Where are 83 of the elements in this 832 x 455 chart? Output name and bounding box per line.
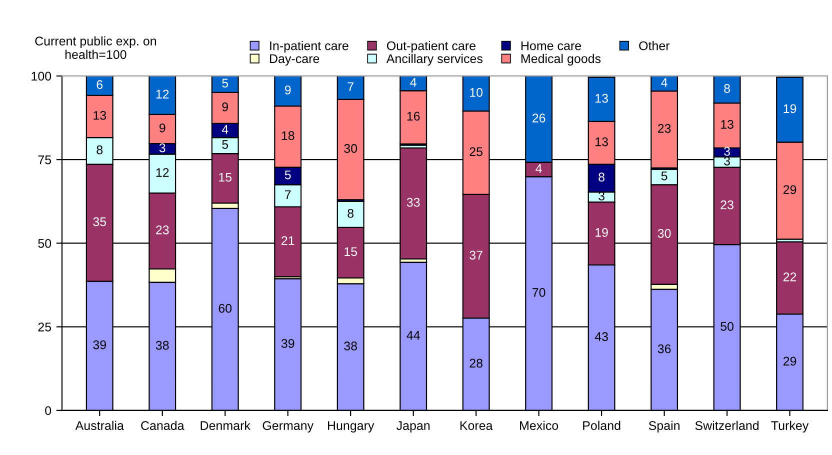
data-label: 23 (720, 200, 734, 210)
data-label: 30 (658, 229, 671, 238)
legend-label: Medical goods (521, 54, 601, 66)
x-tick-label: Switzerland (695, 420, 759, 430)
x-tick-label: Germany (262, 421, 314, 432)
data-label: 12 (156, 168, 169, 177)
data-label: 4 (661, 78, 668, 87)
data-label: 4 (222, 125, 228, 134)
data-label: 15 (344, 247, 358, 256)
data-label: 23 (156, 225, 169, 234)
x-tick-label: Canada (141, 420, 184, 430)
x-tick-label: Poland (583, 420, 620, 430)
y-tick-label: 25 (38, 322, 52, 332)
x-tick-label: Hungary (328, 421, 374, 432)
data-label: 36 (658, 344, 671, 354)
y-tick-label: 0 (45, 406, 52, 416)
data-label: 29 (783, 356, 796, 366)
legend-label: In-patient care (270, 41, 348, 53)
data-label: 39 (93, 340, 106, 350)
data-label: 7 (285, 190, 291, 199)
data-label: 60 (218, 304, 232, 313)
data-label: 8 (348, 208, 354, 218)
data-label: 7 (348, 82, 354, 91)
legend-label: Other (639, 41, 670, 50)
data-label: 22 (783, 272, 796, 282)
data-label: 13 (596, 94, 608, 103)
data-label: 5 (222, 78, 228, 88)
legend-label: Out-patient care (386, 41, 476, 53)
data-label: 3 (724, 146, 730, 156)
data-label: 21 (282, 236, 294, 245)
y-tick-label: 50 (38, 239, 52, 248)
x-tick-label: Spain (648, 420, 680, 432)
data-label: 37 (470, 250, 482, 260)
y-axis-title: Current public exp. on health=100 (35, 36, 156, 59)
data-label: 5 (284, 170, 291, 180)
data-label: 18 (282, 131, 294, 140)
legend-label: Ancillary services (386, 54, 482, 66)
data-label: 3 (159, 143, 166, 152)
data-label: 8 (96, 145, 103, 154)
data-label: 43 (594, 332, 608, 342)
x-tick-label: Turkey (771, 420, 809, 432)
legend-label: Home care (521, 41, 582, 50)
x-tick-label: Mexico (520, 420, 558, 430)
data-label: 35 (93, 217, 106, 226)
data-label: 70 (532, 288, 546, 297)
x-tick-label: Denmark (200, 420, 250, 430)
data-label: 30 (344, 144, 358, 153)
data-label: 9 (284, 86, 291, 94)
data-label: 28 (470, 358, 482, 368)
data-label: 8 (598, 172, 604, 182)
data-label: 9 (159, 123, 166, 132)
data-label: 5 (222, 140, 228, 149)
data-label: 10 (470, 88, 483, 97)
x-tick-label: Korea (460, 421, 493, 430)
x-tick-label: Australia (75, 420, 124, 430)
data-label: 5 (661, 172, 668, 180)
data-label: 50 (720, 322, 734, 331)
y-tick-label: 100 (32, 72, 52, 81)
data-label: 44 (406, 330, 420, 340)
data-label: 13 (94, 110, 106, 120)
data-label: 8 (724, 84, 730, 93)
data-label: 6 (96, 80, 103, 90)
data-label: 19 (784, 104, 796, 114)
data-label: 9 (222, 102, 228, 112)
data-label: 13 (596, 137, 608, 146)
y-tick-label: 75 (38, 156, 52, 164)
data-label: 38 (156, 340, 169, 350)
data-label: 4 (410, 78, 416, 87)
data-label: 25 (470, 147, 483, 156)
data-label: 4 (536, 164, 542, 173)
data-label: 38 (344, 342, 357, 350)
data-label: 19 (596, 228, 608, 237)
data-label: 33 (406, 198, 420, 207)
data-label: 16 (407, 112, 420, 121)
data-label: 23 (658, 124, 671, 133)
data-label: 39 (281, 339, 294, 348)
data-label: 26 (532, 114, 546, 122)
data-label: 29 (783, 185, 796, 194)
legend-label: Day-care (270, 54, 320, 66)
data-label: 12 (156, 90, 169, 98)
data-label: 15 (219, 172, 232, 182)
data-label: 13 (721, 120, 734, 129)
x-tick-label: Japan (396, 421, 430, 432)
